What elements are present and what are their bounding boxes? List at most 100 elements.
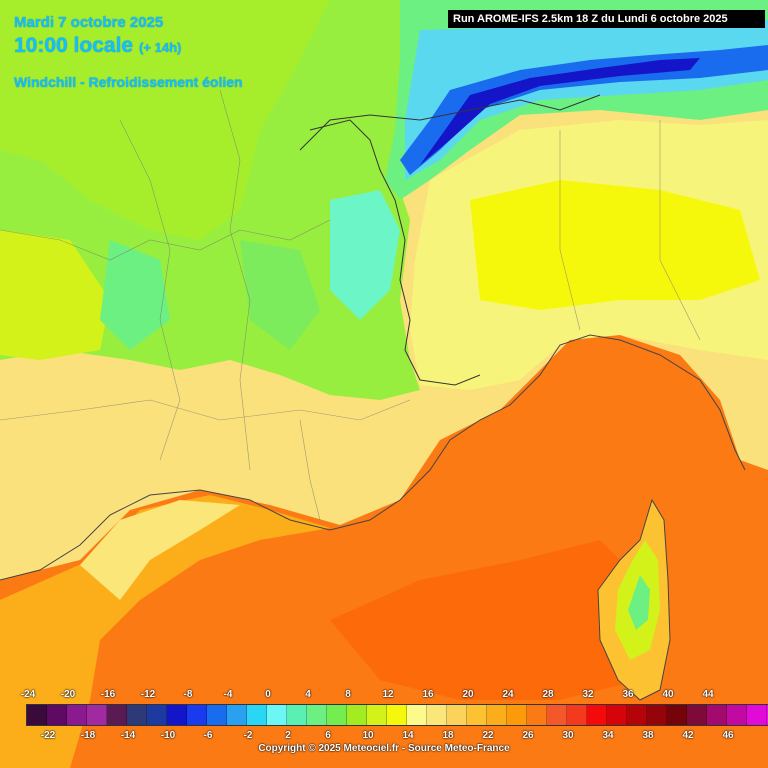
legend-label-top: 32: [582, 689, 594, 700]
legend-label-bottom: 10: [362, 730, 374, 741]
legend-swatch: [127, 705, 147, 725]
legend-swatch: [667, 705, 687, 725]
border-swiss: [299, 94, 601, 151]
legend-swatch: [387, 705, 407, 725]
legend-swatch: [727, 705, 747, 725]
land-green-patch: [100, 240, 170, 350]
legend-label-bottom: -2: [243, 730, 253, 741]
legend-swatch: [347, 705, 367, 725]
legend-label-top: 20: [462, 689, 474, 700]
sea-warm-core: [330, 540, 640, 700]
legend-label-bottom: 6: [325, 730, 331, 741]
legend-swatch: [307, 705, 327, 725]
legend-label-top: 4: [305, 689, 311, 700]
legend-label-bottom: -6: [203, 730, 213, 741]
forecast-time-value: 10:00 locale: [14, 34, 134, 57]
legend-swatch: [67, 705, 87, 725]
alps-blue-ridge: [400, 45, 768, 175]
legend-label-top: -4: [223, 689, 233, 700]
legend-swatch: [407, 705, 427, 725]
legend-label-bottom: 26: [522, 730, 534, 741]
land-yellowgreen-west: [0, 230, 110, 360]
legend-label-top: -8: [183, 689, 193, 700]
legend-swatch: [147, 705, 167, 725]
legend-swatch: [287, 705, 307, 725]
legend-label-top: 36: [622, 689, 634, 700]
color-scale-legend: -24 -20 -16 -12 -8 -4 0 4 8 12 16 20 24 28 32 36 40 44 -2…: [0, 686, 768, 768]
model-run-label: Run AROME-IFS 2.5km 18 Z du Lundi 6 octo…: [448, 10, 765, 28]
legend-label-bottom: 42: [682, 730, 694, 741]
legend-swatch: [427, 705, 447, 725]
forecast-time: 10:00 locale (+ 14h): [14, 34, 181, 58]
legend-label-top: 0: [265, 689, 271, 700]
legend-swatch: [627, 705, 647, 725]
land-bright-green: [0, 0, 330, 240]
border-france-italy: [309, 119, 481, 386]
po-plain-bright: [470, 180, 760, 310]
legend-label-top: 40: [662, 689, 674, 700]
legend-label-bottom: -14: [120, 730, 136, 741]
legend-swatch: [687, 705, 707, 725]
legend-swatch: [27, 705, 47, 725]
legend-swatch: [327, 705, 347, 725]
legend-swatch: [367, 705, 387, 725]
legend-swatch: [207, 705, 227, 725]
legend-label-bottom: 30: [562, 730, 574, 741]
legend-swatch: [267, 705, 287, 725]
legend-label-bottom: -22: [40, 730, 56, 741]
legend-label-bottom: 2: [285, 730, 291, 741]
legend-swatch: [107, 705, 127, 725]
land-cyan-alps: [330, 190, 400, 320]
legend-label-bottom: 34: [602, 730, 614, 741]
legend-swatch: [527, 705, 547, 725]
coastline-corsica: [597, 498, 671, 701]
product-title: Windchill - Refroidissement éolien: [14, 74, 243, 90]
alps-deep-blue: [420, 58, 700, 165]
forecast-date: Mardi 7 octobre 2025: [14, 14, 164, 31]
legend-swatch: [187, 705, 207, 725]
corsica-peaks: [628, 575, 650, 630]
legend-label-bottom: 18: [442, 730, 454, 741]
legend-label-top: -16: [100, 689, 116, 700]
region-borders: [0, 89, 701, 521]
legend-swatch: [507, 705, 527, 725]
legend-swatch: [467, 705, 487, 725]
legend-label-bottom: 38: [642, 730, 654, 741]
legend-swatch: [447, 705, 467, 725]
legend-swatch: [647, 705, 667, 725]
legend-label-bottom: 22: [482, 730, 494, 741]
legend-swatch: [607, 705, 627, 725]
legend-swatch: [167, 705, 187, 725]
legend-swatch: [487, 705, 507, 725]
legend-swatch: [87, 705, 107, 725]
sea-pale-band: [80, 500, 240, 600]
legend-label-top: -20: [60, 689, 76, 700]
copyright-text: Copyright © 2025 Meteociel.fr - Source M…: [258, 743, 510, 754]
legend-label-bottom: 14: [402, 730, 414, 741]
sea-lighter-band: [0, 495, 330, 768]
legend-label-top: 12: [382, 689, 394, 700]
legend-label-top: -12: [140, 689, 156, 700]
legend-label-bottom: 46: [722, 730, 734, 741]
legend-swatch: [747, 705, 767, 725]
legend-swatch: [587, 705, 607, 725]
legend-label-top: 16: [422, 689, 434, 700]
legend-label-top: 8: [345, 689, 351, 700]
legend-label-top: 28: [542, 689, 554, 700]
legend-label-top: 24: [502, 689, 514, 700]
legend-label-bottom: -18: [80, 730, 96, 741]
legend-swatch: [47, 705, 67, 725]
legend-label-top: 44: [702, 689, 714, 700]
legend-swatch: [227, 705, 247, 725]
legend-label-bottom: -10: [160, 730, 176, 741]
legend-swatch: [247, 705, 267, 725]
legend-swatches: [26, 704, 768, 726]
forecast-lead-time: (+ 14h): [139, 40, 182, 55]
coastline: [0, 334, 746, 581]
legend-swatch: [547, 705, 567, 725]
legend-swatch: [567, 705, 587, 725]
land-green-patch: [240, 240, 320, 350]
legend-label-top: -24: [20, 689, 36, 700]
